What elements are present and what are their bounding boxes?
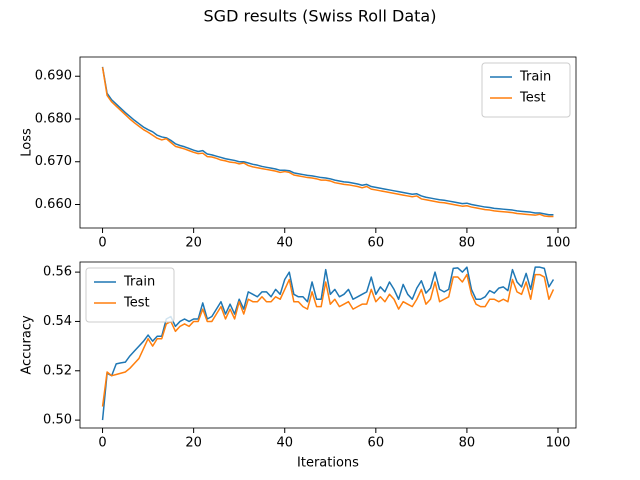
- x-tick-label: 40: [276, 436, 293, 451]
- legend-label: Train: [519, 70, 551, 85]
- y-tick-label: 0.690: [35, 69, 72, 84]
- y-tick-label: 0.54: [43, 314, 72, 329]
- y-tick-label: 0.52: [43, 363, 72, 378]
- y-tick-label: 0.660: [35, 197, 72, 212]
- y-tick-label: 0.56: [43, 265, 72, 280]
- x-tick-label: 20: [185, 236, 202, 251]
- legend-label: Test: [519, 91, 546, 106]
- x-tick-label: 100: [546, 236, 571, 251]
- x-axis-label: Iterations: [297, 456, 359, 471]
- x-tick-label: 20: [185, 436, 202, 451]
- series-line: [101, 66, 554, 216]
- y-axis-label: Accuracy: [20, 315, 35, 375]
- x-tick-label: 80: [459, 236, 476, 251]
- legend-label: Test: [123, 296, 150, 311]
- y-axis-label: Loss: [20, 128, 35, 157]
- series-line: [101, 273, 555, 407]
- x-tick-label: 0: [98, 436, 106, 451]
- x-tick-label: 60: [368, 436, 385, 451]
- y-tick-label: 0.670: [35, 154, 72, 169]
- x-tick-label: 100: [546, 436, 571, 451]
- series-line: [101, 67, 554, 218]
- x-tick-label: 40: [276, 236, 293, 251]
- y-tick-label: 0.680: [35, 111, 72, 126]
- axes-frame: [79, 261, 577, 429]
- figure-title: SGD results (Swiss Roll Data): [204, 7, 437, 26]
- y-tick-label: 0.50: [43, 413, 72, 428]
- x-tick-label: 0: [98, 236, 106, 251]
- x-tick-label: 60: [368, 236, 385, 251]
- legend-label: Train: [123, 275, 155, 290]
- axes-frame: [79, 56, 577, 229]
- series-line: [101, 266, 555, 421]
- x-tick-label: 80: [459, 436, 476, 451]
